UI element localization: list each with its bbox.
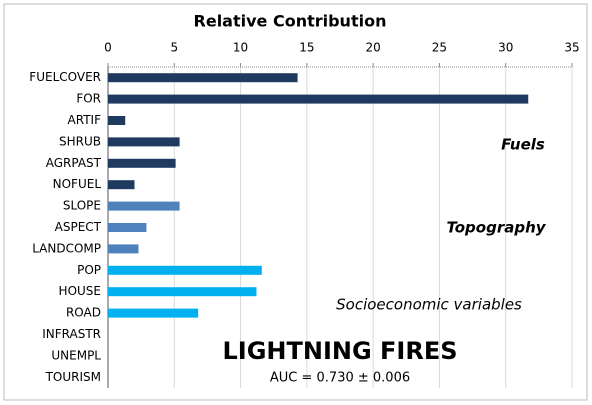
- y-tick-label: TOURISM: [45, 370, 101, 384]
- annotation: LIGHTNING FIRES: [222, 337, 457, 365]
- y-tick-label: ROAD: [66, 306, 101, 320]
- x-tick-label: 25: [432, 41, 447, 55]
- chart-frame: [3, 3, 588, 401]
- x-tick-label: 30: [498, 41, 513, 55]
- bar: [108, 265, 262, 275]
- annotation: Topography: [446, 219, 546, 237]
- x-tick-label: 35: [564, 41, 579, 55]
- x-tick-label: 5: [170, 41, 178, 55]
- y-tick-label: HOUSE: [59, 284, 101, 298]
- bar: [108, 287, 257, 297]
- bar: [108, 116, 126, 125]
- bar: [108, 73, 298, 83]
- y-tick-label: LANDCOMP: [32, 241, 101, 255]
- y-tick-label: NOFUEL: [53, 177, 102, 191]
- y-tick-label: SLOPE: [63, 199, 101, 213]
- annotation: Fuels: [501, 136, 545, 154]
- bar: [108, 137, 180, 147]
- y-tick-label: ARTIF: [68, 113, 102, 127]
- bar: [108, 180, 135, 190]
- bar: [108, 308, 199, 318]
- bar: [108, 201, 180, 211]
- y-tick-label: FUELCOVER: [29, 70, 101, 84]
- x-tick-label: 0: [104, 41, 112, 55]
- bar: [108, 94, 529, 104]
- bar: [108, 158, 176, 168]
- annotation: AUC = 0.730 ± 0.006: [270, 371, 410, 386]
- y-tick-label: INFRASTR: [42, 327, 101, 341]
- annotation: Socioeconomic variables: [336, 296, 522, 314]
- y-tick-label: UNEMPL: [51, 348, 101, 362]
- y-tick-label: FOR: [76, 92, 101, 106]
- y-tick-label: AGRPAST: [46, 156, 102, 170]
- bar: [108, 223, 147, 232]
- x-tick-label: 20: [366, 41, 381, 55]
- x-tick-label: 10: [233, 41, 248, 55]
- chart-title: Relative Contribution: [194, 12, 387, 31]
- y-tick-label: SHRUB: [59, 134, 101, 148]
- y-tick-label: ASPECT: [55, 220, 102, 234]
- x-tick-label: 15: [299, 41, 314, 55]
- y-tick-label: POP: [77, 263, 101, 277]
- bar: [108, 244, 139, 254]
